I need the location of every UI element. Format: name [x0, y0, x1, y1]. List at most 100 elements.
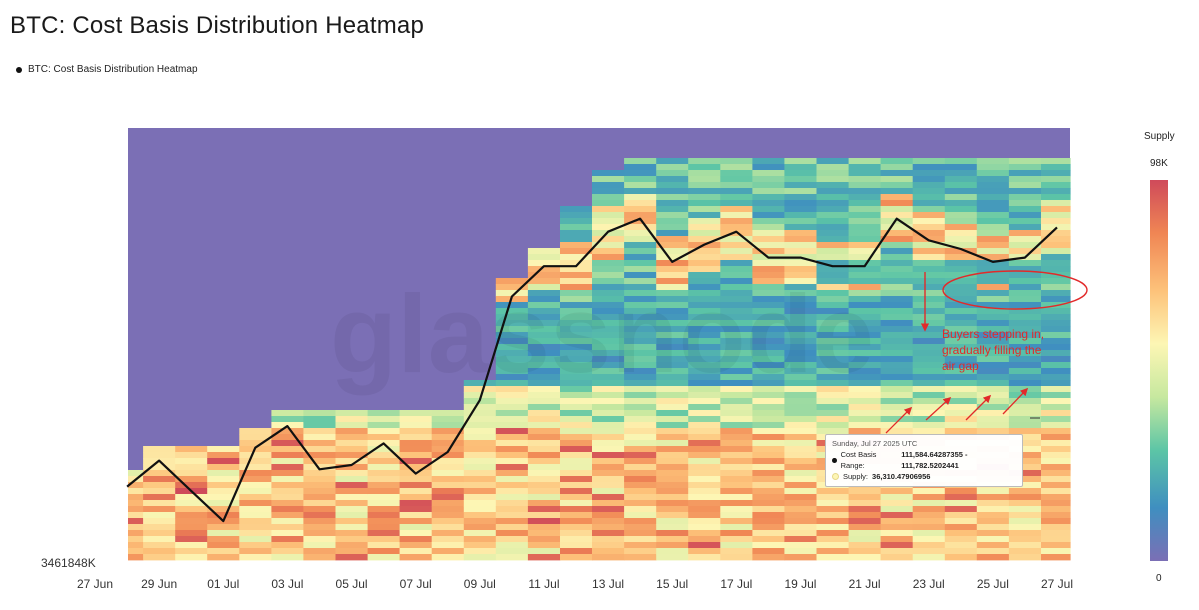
- heatmap-cell: [592, 512, 625, 519]
- series-legend[interactable]: BTC: Cost Basis Distribution Heatmap: [16, 64, 198, 75]
- heatmap-cell: [688, 548, 721, 555]
- heatmap-cell: [1008, 170, 1042, 177]
- heatmap-cell: [688, 386, 721, 393]
- heatmap-cell: [1008, 542, 1042, 549]
- heatmap-cell: [656, 194, 689, 201]
- heatmap-cell: [495, 428, 529, 435]
- heatmap-cell: [1008, 404, 1042, 411]
- heatmap-cell: [720, 344, 753, 351]
- heatmap-cell: [976, 416, 1010, 423]
- heatmap-cell: [752, 230, 786, 237]
- heatmap-cell: [367, 452, 401, 459]
- heatmap-cell: [816, 212, 850, 219]
- heatmap-cell: [527, 440, 561, 447]
- heatmap-cell: [816, 218, 850, 225]
- heatmap-cell: [560, 272, 593, 279]
- heatmap-cell: [592, 500, 625, 507]
- heatmap-cell: [720, 404, 753, 411]
- heatmap-cell: [880, 320, 914, 327]
- heatmap-cell: [720, 398, 753, 405]
- heatmap-cell: [271, 530, 305, 537]
- heatmap-cell: [784, 314, 818, 321]
- heatmap-cell: [463, 500, 497, 507]
- heatmap-cell: [271, 548, 305, 555]
- heatmap-cell: [720, 290, 753, 297]
- heatmap-cell: [560, 392, 593, 399]
- heatmap-cell: [495, 374, 529, 381]
- heatmap-cell: [624, 350, 657, 357]
- heatmap-cell: [656, 320, 689, 327]
- heatmap-cell: [1008, 296, 1042, 303]
- heatmap-cell: [784, 386, 818, 393]
- heatmap-cell: [1041, 488, 1071, 495]
- heatmap-cell: [816, 242, 850, 249]
- heatmap-cell: [624, 212, 657, 219]
- heatmap-cell: [944, 236, 978, 243]
- x-tick-label: 15 Jul: [656, 577, 688, 591]
- heatmap-cell: [784, 434, 818, 441]
- heatmap-cell: [688, 212, 721, 219]
- heatmap-cell: [335, 518, 369, 525]
- heatmap-cell: [624, 176, 657, 183]
- heatmap-cell: [752, 368, 786, 375]
- heatmap-cell: [624, 182, 657, 189]
- heatmap-cell: [527, 506, 561, 513]
- heatmap-cell: [784, 326, 818, 333]
- heatmap-cell: [128, 542, 144, 549]
- heatmap-cell: [752, 356, 786, 363]
- heatmap-cell: [880, 512, 914, 519]
- heatmap-cell: [1008, 428, 1042, 435]
- heatmap-cell: [463, 380, 497, 387]
- heatmap-cell: [335, 428, 369, 435]
- heatmap-cell: [784, 290, 818, 297]
- heatmap-cell: [239, 482, 272, 489]
- heatmap-cell: [944, 308, 978, 315]
- heatmap-cell: [271, 518, 305, 525]
- heatmap-cell: [848, 362, 882, 369]
- heatmap-cell: [560, 290, 593, 297]
- heatmap-cell: [976, 302, 1010, 309]
- heatmap-cell: [1008, 392, 1042, 399]
- heatmap-cell: [1008, 224, 1042, 231]
- heatmap-cell: [720, 494, 753, 501]
- heatmap-cell: [1008, 278, 1042, 285]
- heatmap-cell: [880, 308, 914, 315]
- heatmap-cell: [463, 482, 497, 489]
- heatmap-cell: [399, 440, 433, 447]
- heatmap-cell: [560, 554, 593, 561]
- heatmap-cell: [527, 314, 561, 321]
- heatmap-cell: [848, 320, 882, 327]
- heatmap-cell: [560, 386, 593, 393]
- heatmap-cell: [816, 326, 850, 333]
- heatmap-cell: [560, 530, 593, 537]
- heatmap-cell: [367, 470, 401, 477]
- heatmap-cell: [271, 482, 305, 489]
- heatmap-cell: [656, 500, 689, 507]
- heatmap-cell: [592, 314, 625, 321]
- heatmap-cell: [431, 464, 465, 471]
- heatmap-cell: [495, 386, 529, 393]
- heatmap-cell: [720, 314, 753, 321]
- heatmap-cell: [656, 260, 689, 267]
- heatmap-cell: [527, 452, 561, 459]
- heatmap-cell: [656, 278, 689, 285]
- heatmap-cell: [624, 410, 657, 417]
- heatmap-cell: [1008, 302, 1042, 309]
- heatmap-cell: [560, 434, 593, 441]
- heatmap-cell: [688, 374, 721, 381]
- heatmap-cell: [303, 494, 337, 501]
- heatmap-cell: [848, 368, 882, 375]
- heatmap-cell: [912, 524, 946, 531]
- heatmap-cell: [560, 314, 593, 321]
- heatmap-cell: [912, 266, 946, 273]
- heatmap-cell: [207, 458, 240, 465]
- heatmap-cell: [688, 506, 721, 513]
- heatmap-cell: [848, 386, 882, 393]
- heatmap-cell: [848, 512, 882, 519]
- annotation-line-1: Buyers stepping in,: [942, 327, 1044, 341]
- heatmap-cell: [1008, 356, 1042, 363]
- price-line[interactable]: [126, 217, 1058, 523]
- heatmap-cell: [656, 164, 689, 171]
- heatmap-cell: [239, 524, 272, 531]
